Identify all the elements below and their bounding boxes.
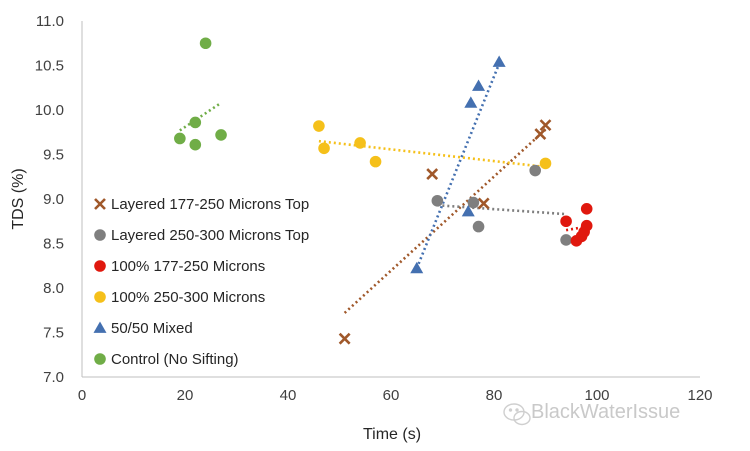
- data-point: [472, 220, 485, 233]
- data-point: [472, 79, 486, 91]
- data-point: [318, 142, 330, 155]
- legend-label: Layered 177-250 Microns Top: [111, 196, 309, 213]
- wechat-icon: [503, 403, 531, 426]
- legend-label: Control (No Sifting): [111, 351, 239, 368]
- x-tick-label: 0: [78, 387, 86, 404]
- x-axis-title: Time (s): [363, 426, 421, 443]
- data-point: [94, 198, 106, 210]
- data-point: [560, 234, 572, 246]
- watermark-text: BlackWaterIssue: [531, 401, 680, 423]
- legend-label: 100% 177-250 Microns: [111, 258, 265, 275]
- data-point: [189, 138, 202, 151]
- trendline: [179, 101, 222, 132]
- legend-marker: [94, 198, 106, 210]
- trendline: [437, 203, 567, 216]
- legend-item: Layered 250-300 Microns Top: [94, 227, 309, 244]
- data-point: [534, 128, 547, 140]
- data-point: [94, 229, 106, 241]
- y-tick-label: 7.0: [43, 369, 64, 386]
- legend-label: Layered 250-300 Microns Top: [111, 227, 309, 244]
- x-tick-label: 80: [486, 387, 503, 404]
- y-tick-label: 8.0: [43, 280, 64, 297]
- axes: [81, 21, 700, 378]
- y-tick-labels: 7.0 7.5 8.0 8.5 9.0 9.5 10.0 10.5 11.0: [35, 13, 64, 386]
- legend-item: Control (No Sifting): [94, 351, 239, 368]
- watermark: BlackWaterIssue: [503, 401, 680, 426]
- data-point: [539, 119, 552, 132]
- trendline: [565, 225, 587, 232]
- data-point: [174, 132, 186, 145]
- data-point: [94, 291, 106, 303]
- y-tick-label: 10.0: [35, 102, 64, 119]
- series-points: [338, 119, 552, 345]
- x-tick-label: 100: [584, 387, 609, 404]
- legend-marker: [94, 353, 106, 365]
- data-point: [477, 197, 490, 210]
- data-point: [467, 196, 480, 209]
- data-point: [94, 260, 106, 272]
- trendline: [318, 139, 546, 169]
- legend-marker: [94, 229, 106, 241]
- data-point: [492, 55, 506, 67]
- series-points: [410, 55, 506, 274]
- data-point: [539, 157, 552, 170]
- x-tick-label: 60: [383, 387, 400, 404]
- series-points: [560, 202, 593, 247]
- legend-marker: [93, 321, 107, 333]
- y-tick-label: 10.5: [35, 58, 64, 75]
- data-point: [369, 155, 382, 168]
- data-point: [313, 120, 325, 132]
- data-point: [354, 137, 366, 149]
- series-points: [174, 37, 227, 151]
- data-point: [426, 168, 439, 180]
- legend-item: 100% 250-300 Microns: [94, 289, 265, 306]
- data-point: [199, 37, 212, 50]
- y-tick-label: 8.5: [43, 236, 64, 253]
- series-points: [313, 120, 552, 170]
- y-tick-label: 9.5: [43, 147, 64, 164]
- data-point: [410, 261, 424, 274]
- x-tick-label: 40: [280, 387, 297, 404]
- legend-marker: [94, 260, 106, 272]
- trendline: [343, 128, 547, 314]
- legend-item: Layered 177-250 Microns Top: [94, 196, 309, 213]
- legend-label: 100% 250-300 Microns: [111, 289, 265, 306]
- data-point: [189, 116, 202, 129]
- data-point: [461, 204, 475, 217]
- y-tick-label: 7.5: [43, 325, 64, 342]
- data-point: [580, 202, 593, 215]
- data-point: [464, 96, 478, 108]
- y-axis-title: TDS (%): [10, 168, 27, 229]
- data-point: [560, 215, 572, 228]
- x-tick-label: 120: [687, 387, 712, 404]
- legend-item: 50/50 Mixed: [93, 320, 193, 337]
- data-point: [94, 353, 106, 365]
- x-tick-label: 20: [177, 387, 194, 404]
- x-tick-labels: 0 20 40 60 80 100 120: [78, 387, 713, 404]
- y-tick-label: 11.0: [36, 13, 64, 30]
- y-tick-label: 9.0: [43, 191, 64, 208]
- legend-marker: [94, 291, 106, 303]
- data-point: [431, 194, 444, 207]
- legend-label: 50/50 Mixed: [111, 320, 193, 337]
- series-points: [431, 164, 572, 246]
- data-points: [174, 37, 593, 345]
- data-point: [93, 321, 107, 333]
- legend: Layered 177-250 Microns Top Layered 250-3…: [93, 196, 309, 368]
- data-point: [529, 164, 541, 177]
- trendline: [415, 63, 501, 269]
- trendlines: [179, 63, 587, 314]
- data-point: [215, 129, 227, 141]
- data-point: [580, 219, 593, 232]
- legend-item: 100% 177-250 Microns: [94, 258, 265, 275]
- data-point: [338, 332, 351, 345]
